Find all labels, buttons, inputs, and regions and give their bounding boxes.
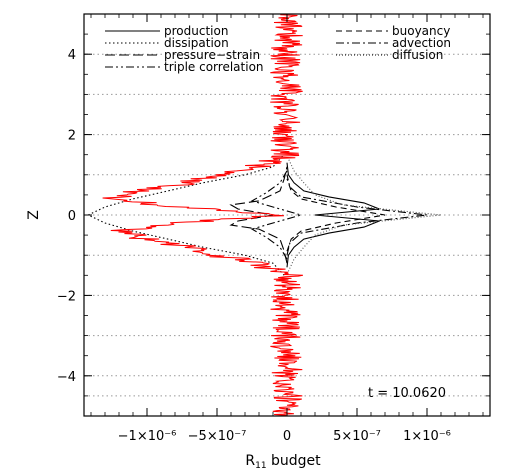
x-axis-title-suffix: budget <box>267 453 322 469</box>
legend-label-0: production <box>164 24 228 38</box>
x-tick-label-2: 0 <box>283 429 291 444</box>
series-total <box>102 14 303 416</box>
legend: productiondissipationpressure−straintrip… <box>105 24 451 74</box>
series-lines <box>86 14 442 416</box>
series-dissipation <box>86 154 285 276</box>
y-tick-label-4: 4 <box>68 48 76 63</box>
x-axis-title-main: R <box>245 453 255 469</box>
y-tick-label-3: 2 <box>68 129 76 144</box>
legend-label-4: buoyancy <box>392 24 450 38</box>
legend-label-5: advection <box>392 36 451 50</box>
legend-label-2: pressure−strain <box>164 48 260 62</box>
legend-label-3: triple correlation <box>164 60 264 74</box>
legend-label-1: dissipation <box>164 36 229 50</box>
x-axis-title: R11 budget <box>245 453 321 471</box>
time-annotation: t = 10.0620 <box>368 386 446 401</box>
y-axis-title: Z <box>26 210 42 220</box>
x-tick-label-0: −1×10⁻⁶ <box>118 429 177 444</box>
legend-label-6: diffusion <box>392 48 443 62</box>
x-tick-label-1: −5×10⁻⁷ <box>188 429 247 444</box>
y-tick-label-0: −4 <box>57 370 76 385</box>
x-axis-title-subscript: 11 <box>255 461 266 471</box>
series-buoyancy <box>286 178 386 252</box>
x-tick-label-3: 5×10⁻⁷ <box>333 429 381 444</box>
y-tick-label-1: −2 <box>57 289 76 304</box>
axis-ticks: −1×10⁻⁶ −5×10⁻⁷ 0 5×10⁻⁷ 1×10⁻⁶ −4 −2 0 2 4 <box>57 13 490 444</box>
y-tick-label-2: 0 <box>68 209 76 224</box>
x-tick-label-4: 1×10⁻⁶ <box>403 429 451 444</box>
series-advection <box>286 174 428 256</box>
series-production <box>286 162 380 268</box>
series-triple-correlation <box>250 170 304 260</box>
